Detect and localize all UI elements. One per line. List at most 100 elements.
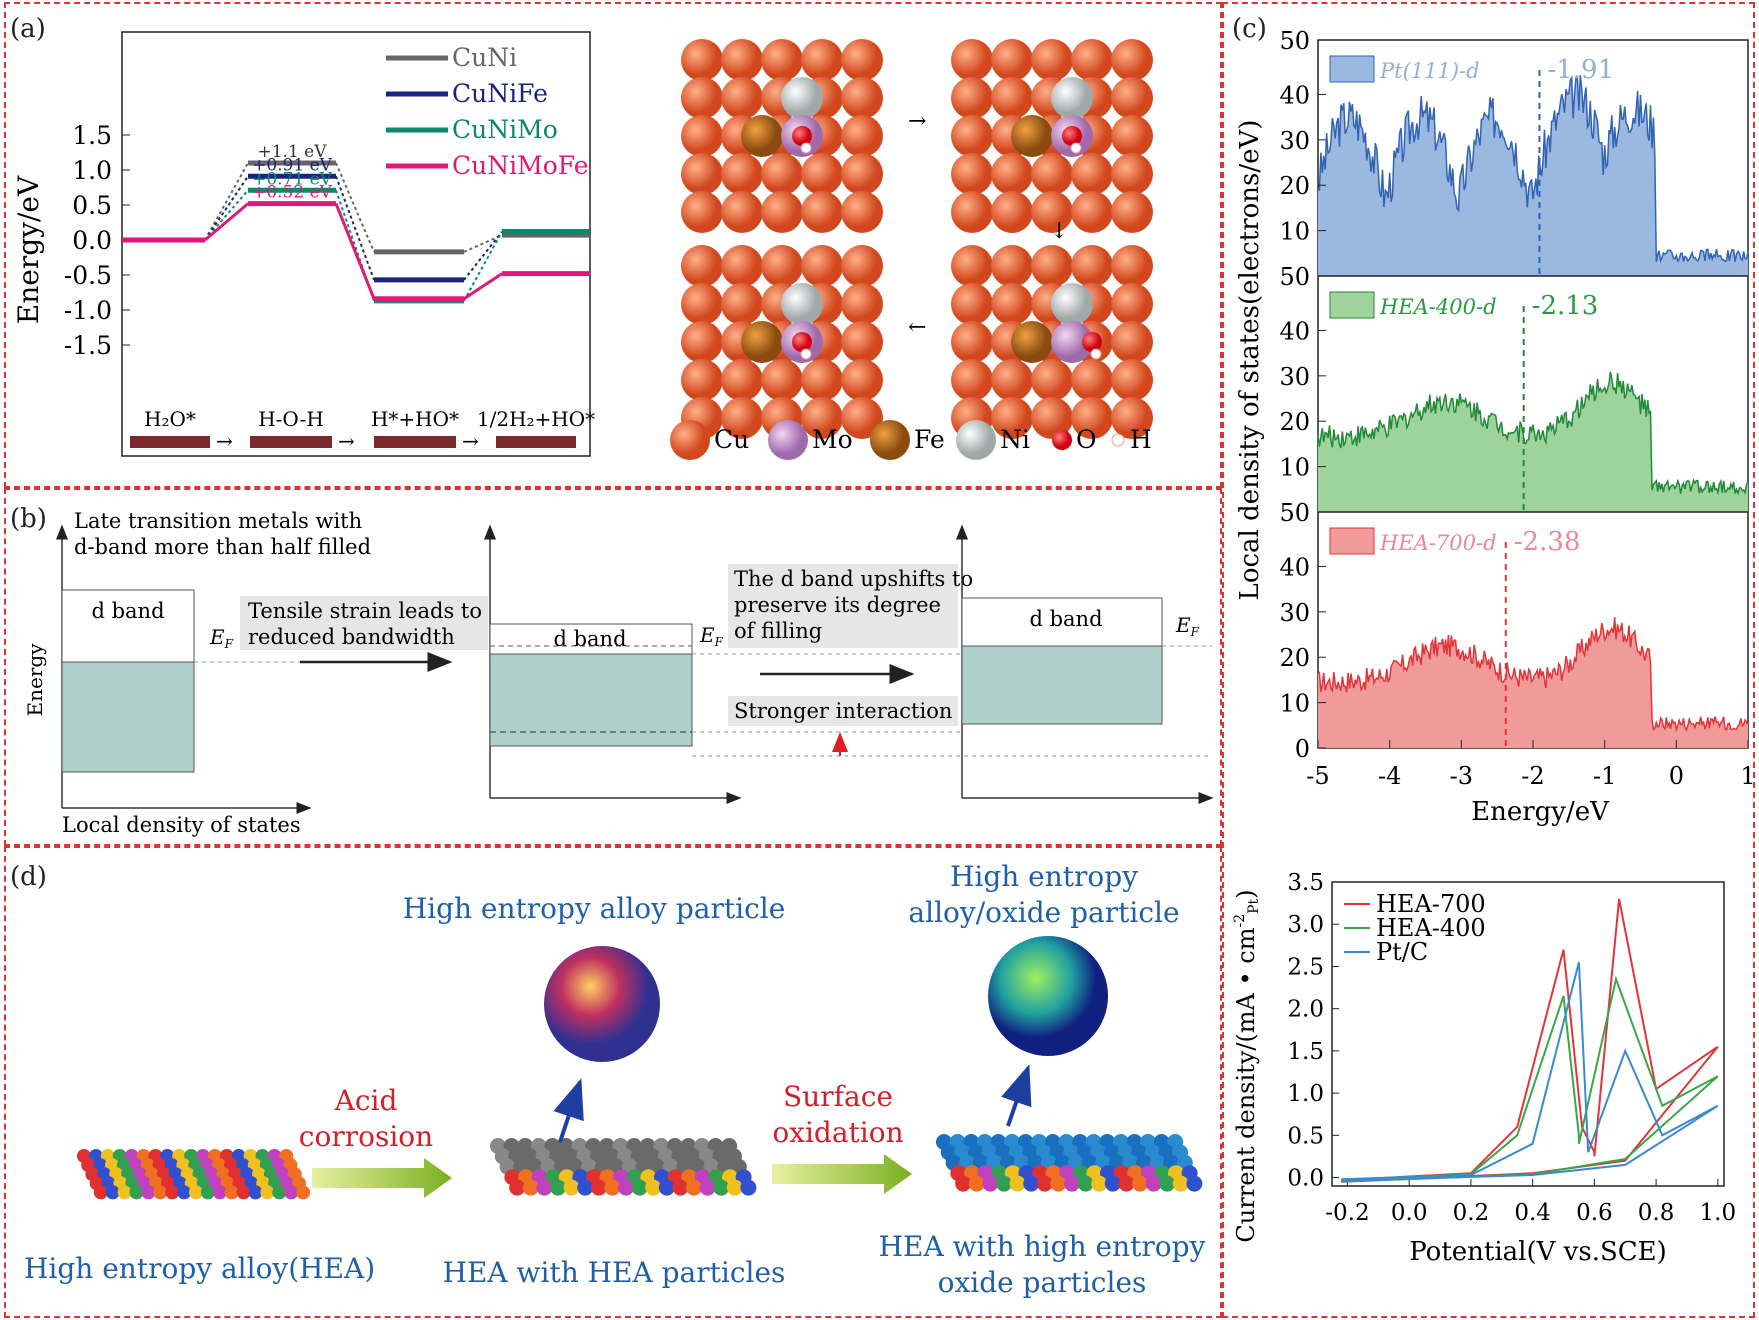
slab-atom <box>672 1179 689 1196</box>
ldos-line <box>1317 617 1749 732</box>
slab-atom <box>1159 1175 1176 1192</box>
ni-atom <box>781 77 823 119</box>
cv-curve <box>1341 961 1719 1182</box>
slab-atom <box>1132 1175 1148 1192</box>
hea-oxide-label-1: HEA with high entropy <box>879 1230 1206 1263</box>
cu-atom <box>681 359 723 401</box>
cu-atom <box>801 191 843 233</box>
cv-legend-label: HEA-700 <box>1376 890 1486 918</box>
atom-legend-label: O <box>1076 425 1097 454</box>
slab-atom <box>272 1185 287 1200</box>
oxidation-arrow <box>772 1154 912 1194</box>
cu-atom <box>1071 245 1113 287</box>
cu-atom <box>1071 397 1113 439</box>
atom-legend-swatch <box>1111 433 1125 447</box>
state-bar <box>496 436 576 448</box>
cu-atom <box>801 359 843 401</box>
ldos-ytick: 50 <box>1279 263 1310 291</box>
state-label: H*+HO* <box>371 407 459 431</box>
cu-atom <box>1031 245 1073 287</box>
oxide-title-1: High entropy <box>950 860 1138 893</box>
cu-atom <box>681 77 723 119</box>
slab-atom <box>189 1185 203 1200</box>
ytick-label: -1.0 <box>64 296 112 325</box>
slab-atom <box>1009 1175 1026 1192</box>
panel-a-label: (a) <box>10 14 46 44</box>
ldos-ytick: 20 <box>1279 408 1310 436</box>
h-atom <box>1070 142 1082 154</box>
ldos-ytick: 30 <box>1279 599 1310 627</box>
cu-atom <box>721 77 763 119</box>
ldos-ytick: 10 <box>1279 690 1310 718</box>
slab-atom <box>236 1185 251 1200</box>
slab-atom <box>248 1185 263 1200</box>
slab-atom <box>1186 1175 1203 1192</box>
ldos-ytick: 30 <box>1279 127 1310 155</box>
upshift-text-1: The d band upshifts to <box>734 567 973 591</box>
cu-atom <box>991 39 1033 81</box>
cu-atom <box>991 191 1033 233</box>
hea-oxide-label-2: oxide particles <box>938 1266 1147 1299</box>
fe-atom <box>1011 115 1053 157</box>
slab-atom <box>631 1179 648 1196</box>
cv-ytick: 2.5 <box>1287 954 1324 980</box>
state-label: H-O-H <box>258 407 324 431</box>
slab-atom <box>284 1185 299 1200</box>
slab-atom <box>618 1179 634 1196</box>
energy-connector <box>335 175 375 281</box>
cu-atom <box>1071 153 1113 195</box>
ldos-ytick: 10 <box>1279 218 1310 246</box>
cu-atom <box>991 283 1033 325</box>
h-atom <box>800 348 812 360</box>
cu-atom <box>951 77 993 119</box>
slab-atom <box>699 1179 716 1196</box>
ldos-fill <box>1318 371 1748 512</box>
cu-atom <box>681 245 723 287</box>
cu-atom <box>841 397 883 439</box>
slab-atom <box>550 1179 566 1196</box>
cv-xtick: 0.0 <box>1391 1200 1428 1226</box>
stronger-interaction-text: Stronger interaction <box>734 699 952 723</box>
strain-text-2: reduced bandwidth <box>248 625 455 649</box>
cu-atom <box>841 191 883 233</box>
panel-d-label: (d) <box>10 862 47 892</box>
cu-atom <box>1071 359 1113 401</box>
cu-atom <box>761 245 803 287</box>
upshift-text-2: preserve its degree <box>734 593 941 617</box>
cu-atom <box>991 153 1033 195</box>
cu-atom <box>841 283 883 325</box>
cu-atom <box>841 77 883 119</box>
slab-atom <box>536 1179 553 1196</box>
slab-atom <box>1091 1175 1108 1192</box>
barrier-label: +0.71 eV <box>252 169 333 189</box>
ni-atom <box>781 283 823 325</box>
slab-atom <box>1023 1175 1040 1192</box>
cu-atom <box>761 359 803 401</box>
energy-connector <box>335 162 375 253</box>
energy-axis-label: Energy/eV <box>12 175 45 324</box>
cu-atom <box>951 191 993 233</box>
cu-atom <box>801 245 843 287</box>
cv-curve <box>1341 975 1719 1183</box>
ldos-xtick: -3 <box>1450 762 1473 790</box>
cu-atom <box>1111 245 1153 287</box>
arrow-left-1: ← <box>908 315 926 340</box>
hea-process-figure: High entropy alloy(HEA) Acid corrosion H… <box>24 860 1206 1299</box>
cv-ytick: 1.0 <box>1287 1081 1324 1107</box>
panel-b-label: (b) <box>10 504 47 534</box>
ldos-ytick: 30 <box>1279 363 1310 391</box>
panel-a-border <box>4 2 1222 488</box>
cu-atom <box>681 153 723 195</box>
state-bar <box>130 436 210 448</box>
cv-curve <box>1341 898 1719 1183</box>
cu-atom <box>1071 39 1113 81</box>
legend-label: CuNi <box>452 43 517 72</box>
barrier-label: +0.52 eV <box>252 183 333 203</box>
energy-connector <box>463 230 503 281</box>
slab-atom <box>296 1185 311 1200</box>
slab-atom <box>604 1179 621 1196</box>
atom-legend-label: Fe <box>914 425 945 454</box>
cv-xtick: 0.8 <box>1638 1200 1675 1226</box>
cu-atom <box>1031 153 1073 195</box>
